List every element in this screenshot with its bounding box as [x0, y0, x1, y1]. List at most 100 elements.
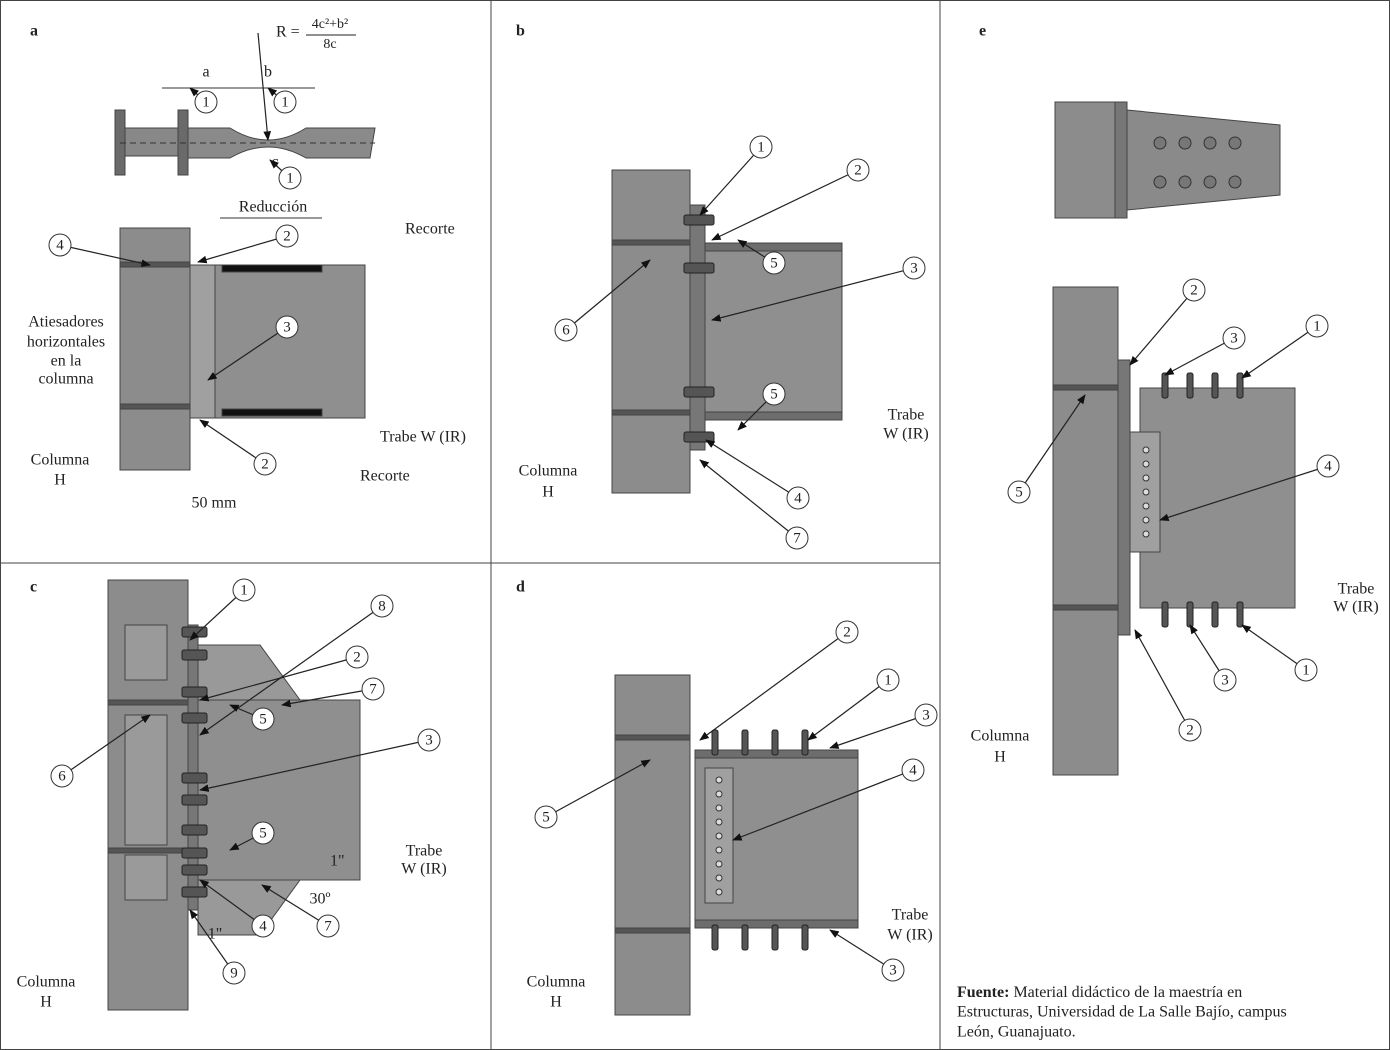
callout-number: 7	[793, 530, 801, 546]
steel-part	[190, 265, 215, 418]
bolt	[1154, 137, 1166, 149]
callout-number: 3	[1221, 672, 1229, 688]
formula-lhs: R =	[276, 24, 300, 41]
leader-line	[706, 440, 798, 498]
callout-number: 3	[425, 732, 433, 748]
annotation: Recorte	[405, 221, 455, 238]
bolt	[772, 925, 778, 950]
bolt	[1162, 602, 1168, 627]
bolt-hole	[1143, 489, 1149, 495]
bolt	[182, 825, 207, 835]
bolt-hole	[716, 777, 722, 783]
annotation: H	[542, 484, 554, 501]
annotation: Columna	[971, 728, 1030, 745]
bolt	[1179, 176, 1191, 188]
source-line: Estructuras, Universidad de La Salle Baj…	[957, 1004, 1287, 1021]
callout-number: 5	[1015, 484, 1023, 500]
steel-part	[1140, 388, 1295, 608]
leader-line	[700, 632, 847, 740]
leader-line	[700, 460, 797, 538]
bolt	[712, 925, 718, 950]
leader-line	[200, 420, 265, 464]
steel-part	[690, 205, 705, 450]
callout-number: 3	[283, 319, 291, 335]
annotation: Columna	[17, 974, 76, 991]
annotation: H	[54, 472, 66, 489]
callout-number: 4	[794, 490, 802, 506]
bolt-hole	[1143, 475, 1149, 481]
bolt-hole	[716, 833, 722, 839]
steel-part	[1115, 102, 1127, 218]
callout-number: 7	[369, 681, 377, 697]
bolt	[1237, 602, 1243, 627]
annotation: W (IR)	[887, 927, 932, 944]
source-line: Material didáctico de la maestría en	[1013, 984, 1242, 1001]
leader-line	[1242, 326, 1317, 378]
bolt	[182, 773, 207, 783]
steel-part	[615, 928, 690, 933]
callout-number: 6	[58, 768, 66, 784]
annotation: H	[550, 994, 562, 1011]
bolt	[802, 925, 808, 950]
annotation: horizontales	[27, 334, 105, 351]
source-line: León, Guanajuato.	[957, 1024, 1076, 1041]
bolt-hole	[1143, 447, 1149, 453]
dimension-label: a	[202, 64, 209, 81]
annotation: Trabe W (IR)	[380, 429, 466, 446]
steel-part	[1127, 110, 1280, 210]
annotation: Atiesadores	[28, 314, 104, 331]
callout-number: 4	[1324, 458, 1332, 474]
steel-part	[125, 128, 178, 156]
dimension-label: b	[264, 64, 272, 81]
bolt	[182, 713, 207, 723]
leader-line	[198, 236, 287, 262]
bolt	[684, 215, 714, 225]
bolt	[684, 263, 714, 273]
bolt-hole	[716, 875, 722, 881]
steel-part	[215, 265, 365, 418]
bolt	[1204, 137, 1216, 149]
callout-number: 3	[910, 260, 918, 276]
panel-label: e	[979, 23, 986, 40]
formula-numerator: 4c²+b²	[312, 17, 349, 32]
callout-number: 2	[1190, 282, 1198, 298]
callout-number: 5	[259, 711, 267, 727]
annotation: columna	[38, 371, 93, 388]
bolt-hole	[716, 889, 722, 895]
bolt	[1162, 373, 1168, 398]
leader-line	[830, 715, 926, 748]
steel-part	[120, 404, 190, 409]
annotation: Trabe	[1338, 581, 1375, 598]
callout-number: 6	[562, 322, 570, 338]
steel-part	[615, 735, 690, 740]
leader-line	[712, 170, 858, 240]
callout-number: 1	[1313, 318, 1321, 334]
leader-line	[1135, 630, 1190, 730]
source-label: Fuente:	[957, 984, 1009, 1001]
annotation: Columna	[519, 463, 578, 480]
panel-label: d	[516, 579, 525, 596]
steel-part	[612, 240, 690, 245]
steel-part	[125, 625, 167, 680]
bolt	[802, 730, 808, 755]
source-note: Fuente:Material didáctico de la maestría…	[957, 984, 1242, 1001]
leader-line	[1130, 290, 1194, 365]
annotation: Trabe	[888, 407, 925, 424]
bolt	[182, 687, 207, 697]
bolt	[1229, 137, 1241, 149]
bolt-hole	[716, 805, 722, 811]
bolt-hole	[1143, 517, 1149, 523]
panel-label: a	[30, 23, 38, 40]
formula-denominator: 8c	[323, 37, 336, 52]
bolt	[684, 432, 714, 442]
callout-number: 5	[259, 825, 267, 841]
bolt-hole	[1143, 531, 1149, 537]
callout-number: 4	[56, 237, 64, 253]
annotation: 1"	[208, 926, 223, 943]
callout-number: 1	[757, 139, 765, 155]
annotation: W (IR)	[883, 426, 928, 443]
callout-number: 5	[770, 255, 778, 271]
bolt	[712, 730, 718, 755]
leader-line	[700, 147, 761, 215]
bolt	[1187, 373, 1193, 398]
